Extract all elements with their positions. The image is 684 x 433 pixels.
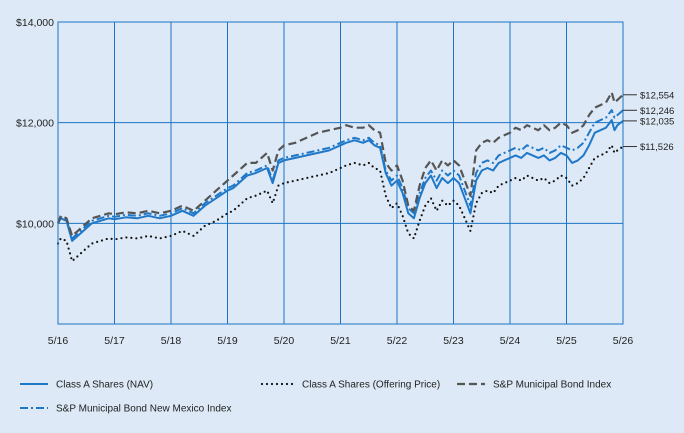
axes: $10,000 $12,000 $14,000 5/16 5/17 5/18 5/19 5/2… <box>16 17 633 347</box>
x-tick-label: 5/20 <box>274 335 295 347</box>
legend-entry: Class A Shares (NAV) <box>56 380 153 391</box>
x-tick-label: 5/21 <box>330 335 351 347</box>
x-tick-label: 5/22 <box>387 335 408 347</box>
x-tick-label: 5/26 <box>613 335 634 347</box>
series-line-s-p-municipal-bond-new-mexico-index <box>57 109 624 240</box>
x-tick-label: 5/17 <box>104 335 125 347</box>
end-labels: $12,554 $12,246$12,035 $11,526 <box>623 90 674 153</box>
y-tick-label: $12,000 <box>16 118 54 130</box>
legend: Class A Shares (NAV) Class A Shares (Offe… <box>20 380 611 415</box>
end-label: $12,246 <box>640 106 674 117</box>
x-tick-label: 5/16 <box>48 335 69 347</box>
plot-border <box>57 21 624 325</box>
series-line-s-p-municipal-bond-index <box>56 91 624 237</box>
series-line-class-a-shares-nav- <box>57 119 624 242</box>
x-tick-label: 5/23 <box>443 335 464 347</box>
y-tick-label: $14,000 <box>16 17 54 29</box>
end-label: $12,035 <box>640 116 674 127</box>
legend-entry: S&P Municipal Bond New Mexico Index <box>56 404 231 415</box>
series-line-class-a-shares-offering-price- <box>56 144 625 263</box>
x-tick-label: 5/19 <box>217 335 238 347</box>
x-tick-label: 5/24 <box>500 335 521 347</box>
end-label: $11,526 <box>640 142 674 153</box>
y-tick-label: $10,000 <box>16 218 54 230</box>
series-lines <box>56 91 625 263</box>
x-tick-label: 5/18 <box>161 335 182 347</box>
end-label: $12,554 <box>640 90 674 101</box>
x-tick-label: 5/25 <box>556 335 577 347</box>
legend-entry: S&P Municipal Bond Index <box>493 380 611 391</box>
legend-entry: Class A Shares (Offering Price) <box>302 380 440 391</box>
